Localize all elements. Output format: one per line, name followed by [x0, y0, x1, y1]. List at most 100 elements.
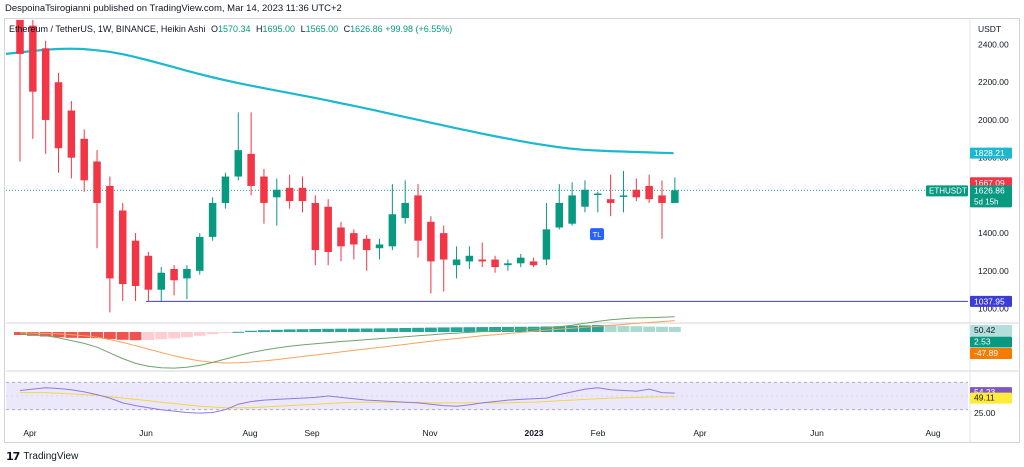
macd-histogram-bar [155, 332, 168, 340]
support-price-label-box [970, 295, 1012, 307]
macd-histogram-bar [373, 328, 386, 332]
y-tick-label: 1200.00 [978, 266, 1009, 276]
candle-body [196, 236, 204, 271]
moving-average-line [5, 47, 674, 155]
candle-body [16, 20, 24, 54]
candle-body [645, 185, 653, 200]
x-tick-label: Nov [422, 428, 438, 438]
macd-histogram-bar [245, 330, 258, 332]
rsi-ma-value-box [970, 392, 1012, 404]
candle-body [632, 189, 641, 198]
symbol-tag: ETHUSDT [929, 186, 967, 195]
tl-annotation-label: TL [593, 230, 602, 239]
rsi-tick-label: 25.00 [974, 408, 996, 418]
macd-histogram-bar [103, 332, 116, 339]
open-value: 1570.34 [217, 24, 251, 34]
candle-body [118, 210, 127, 285]
macd-histogram-bar [412, 327, 424, 332]
rsi-ma-line [20, 392, 675, 409]
candle-body [350, 233, 358, 245]
macd-histogram-bar [335, 328, 347, 332]
candle-body [452, 259, 461, 266]
candle-body [658, 195, 666, 203]
candle-body [273, 189, 281, 198]
x-tick-label: Jun [810, 428, 824, 438]
y-tick-label: 2000.00 [978, 115, 1009, 125]
candle-body [619, 195, 628, 197]
macd-histogram-bar [463, 327, 476, 332]
y-tick-label: 2200.00 [978, 77, 1009, 87]
macd-value-label: -47.89 [974, 348, 998, 358]
macd-histogram-bar [232, 331, 245, 333]
candle-body [260, 176, 268, 203]
candle-body [80, 138, 88, 181]
y-tick-label: 1400.00 [978, 228, 1009, 238]
last-price-box [970, 185, 1012, 208]
candle-body [581, 189, 589, 207]
macd-value-box [970, 325, 1012, 336]
candle-body [555, 202, 564, 228]
candle-body [221, 176, 230, 203]
y-tick-label: 2400.00 [978, 40, 1009, 50]
candle-body [54, 82, 63, 149]
macd-histogram-bar [219, 332, 232, 333]
x-tick-label: Feb [591, 428, 606, 438]
rsi-line [19, 387, 675, 414]
macd-histogram-bar [193, 332, 206, 336]
macd-value-label: 2.53 [974, 337, 991, 347]
tl-annotation-badge [590, 228, 604, 241]
footer: 17 TradingView [6, 450, 78, 463]
macd-value-label: 50.42 [974, 325, 996, 335]
y-axis-unit: USDT [978, 24, 1001, 34]
macd-line [19, 316, 675, 369]
close-label: C [343, 24, 351, 34]
candle-body [208, 202, 217, 237]
macd-histogram-bar [26, 332, 39, 336]
x-tick-label: Aug [925, 428, 940, 438]
high-label: H [256, 24, 263, 34]
macd-histogram-bar [181, 332, 193, 338]
ma-price-label: 1828.21 [974, 148, 1005, 158]
chart-frame [4, 18, 1020, 443]
x-tick-label: Apr [23, 428, 36, 438]
macd-histogram-bar [386, 328, 399, 332]
macd-value-box [970, 348, 1012, 359]
candle-body [285, 187, 294, 202]
macd-histogram-bar [591, 325, 604, 332]
macd-histogram-bar [617, 325, 630, 332]
publisher-line: DespoinaTsirogianni published on Trading… [5, 3, 342, 14]
candle-body [568, 195, 576, 224]
candle-body [542, 229, 551, 260]
candle-body [414, 195, 422, 241]
x-tick-label: Aug [242, 428, 257, 438]
macd-histogram-bar [476, 327, 489, 332]
macd-histogram-bar [437, 327, 450, 332]
x-tick-label: Jun [139, 428, 153, 438]
macd-histogram-bar [540, 326, 553, 332]
macd-histogram-bar [91, 332, 103, 339]
symbol-tag-box [926, 185, 968, 197]
last-price-label: 1626.86 [974, 185, 1005, 195]
candle-body [337, 227, 345, 247]
macd-histogram-bar [322, 328, 335, 332]
candle-body [106, 185, 114, 279]
candle-body [671, 190, 679, 203]
macd-histogram-bar [309, 329, 322, 332]
open-label: O [210, 24, 218, 34]
candle-body [517, 257, 525, 264]
candle-body [93, 161, 101, 203]
macd-histogram-bar [142, 332, 155, 340]
close-value: 1626.86 [350, 24, 383, 34]
macd-histogram-bar [643, 326, 656, 332]
macd-histogram-bar [450, 327, 463, 332]
x-tick-label: Apr [693, 428, 706, 438]
macd-histogram-bar [39, 332, 52, 337]
candle-body [247, 153, 255, 186]
candle-body [67, 110, 76, 158]
tradingview-logo-icon: 17 [6, 450, 20, 463]
candle-body [388, 214, 397, 247]
candle-body [362, 238, 371, 251]
candle-body [41, 48, 50, 120]
macd-histogram-bar [283, 329, 296, 332]
